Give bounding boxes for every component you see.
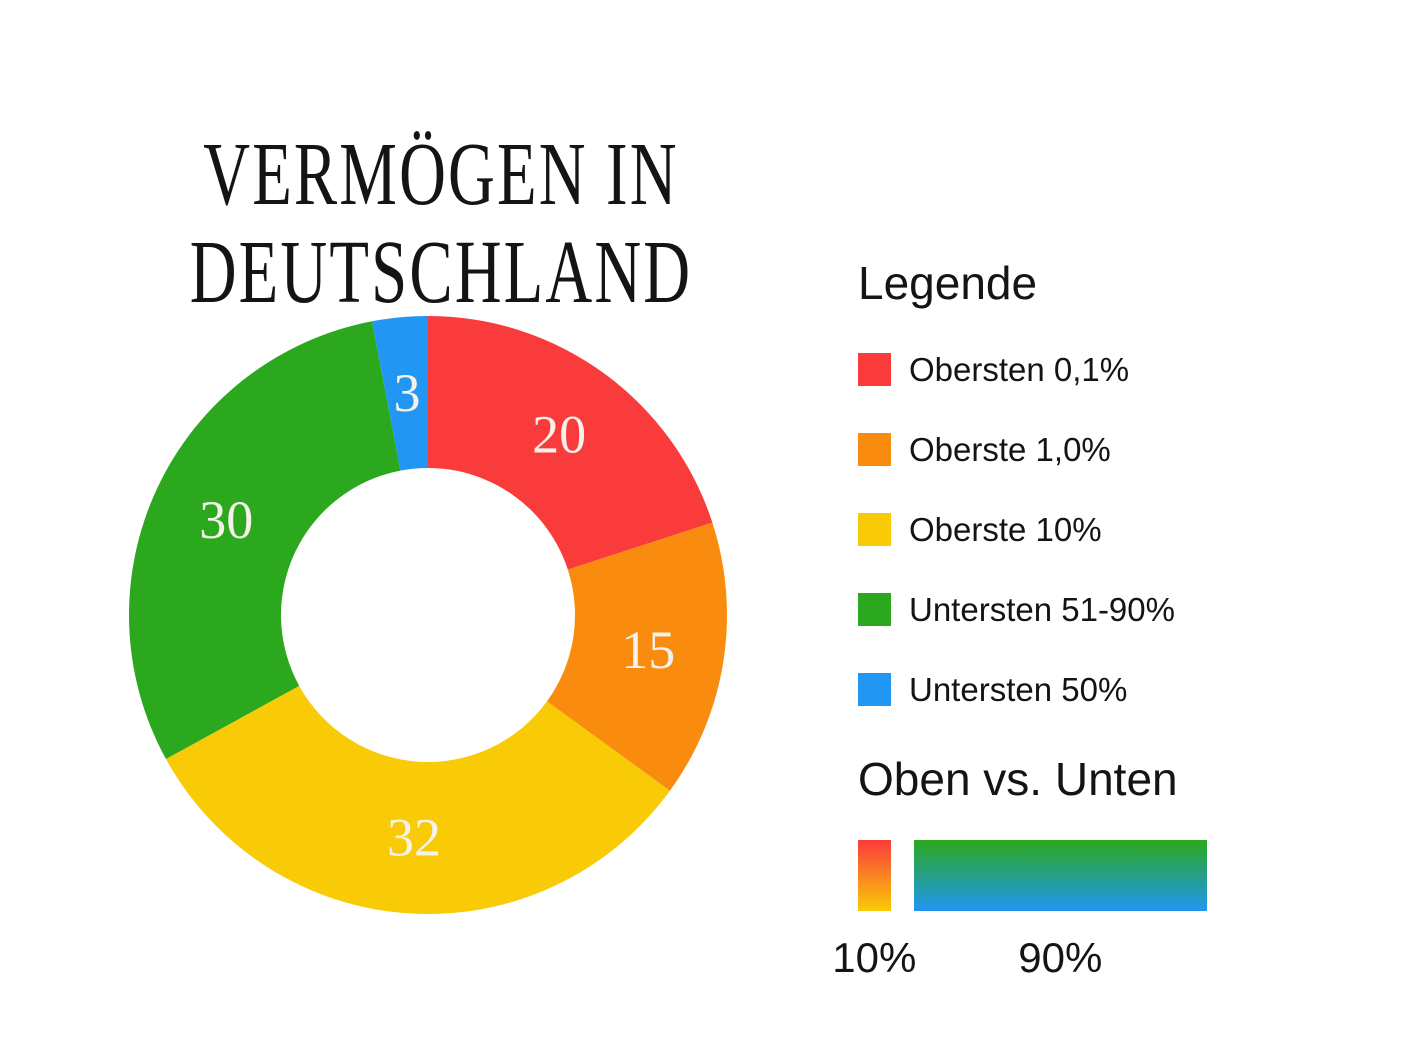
chart-title: VERMÖGEN IN DEUTSCHLAND (182, 126, 700, 322)
legend-swatch-obersten-0-1 (858, 353, 891, 386)
comparison-bar-label-90: 90% (1018, 934, 1103, 981)
donut-value-oberste-1-0: 15 (621, 620, 675, 680)
comparison-bar-10 (858, 840, 891, 911)
donut-chart: 20 15 32 30 3 (129, 316, 727, 914)
donut-segment-oberste-10 (165, 685, 670, 914)
legend-item-oberste-1-0: Oberste 1,0% (858, 430, 1175, 468)
legend-label: Oberste 1,0% (909, 430, 1111, 468)
legend-item-obersten-0-1: Obersten 0,1% (858, 350, 1175, 388)
donut-segment-oberste-1-0 (546, 522, 727, 791)
chart-title-line2: DEUTSCHLAND (189, 223, 693, 322)
donut-segment-untersten-51-90 (129, 321, 401, 760)
legend-item-untersten-51-90: Untersten 51-90% (858, 590, 1175, 628)
donut-value-untersten-50: 3 (394, 363, 421, 423)
donut-segment-untersten-50 (371, 316, 428, 471)
legend-swatch-oberste-10 (858, 513, 891, 546)
donut-value-oberste-10: 32 (387, 808, 441, 868)
comparison-heading: Oben vs. Unten (858, 753, 1178, 805)
comparison-bars: 10% 90% (832, 840, 1278, 1000)
comparison-bar-90 (913, 840, 1207, 911)
legend: Obersten 0,1% Oberste 1,0% Oberste 10% Unte… (858, 350, 1175, 753)
legend-label: Untersten 50% (909, 670, 1128, 708)
legend-swatch-untersten-51-90 (858, 593, 891, 626)
donut-value-obersten-0-1: 20 (532, 405, 586, 465)
comparison-bar-label-10: 10% (832, 934, 917, 981)
donut-value-untersten-51-90: 30 (199, 490, 253, 550)
legend-swatch-oberste-1-0 (858, 433, 891, 466)
legend-swatch-untersten-50 (858, 673, 891, 706)
legend-item-oberste-10: Oberste 10% (858, 510, 1175, 548)
legend-label: Oberste 10% (909, 510, 1102, 548)
donut-segment-obersten-0-1 (428, 316, 713, 570)
legend-label: Obersten 0,1% (909, 350, 1130, 388)
legend-label: Untersten 51-90% (909, 590, 1175, 628)
chart-title-line1: VERMÖGEN IN (203, 125, 679, 224)
legend-item-untersten-50: Untersten 50% (858, 670, 1175, 708)
legend-heading: Legende (858, 257, 1038, 309)
